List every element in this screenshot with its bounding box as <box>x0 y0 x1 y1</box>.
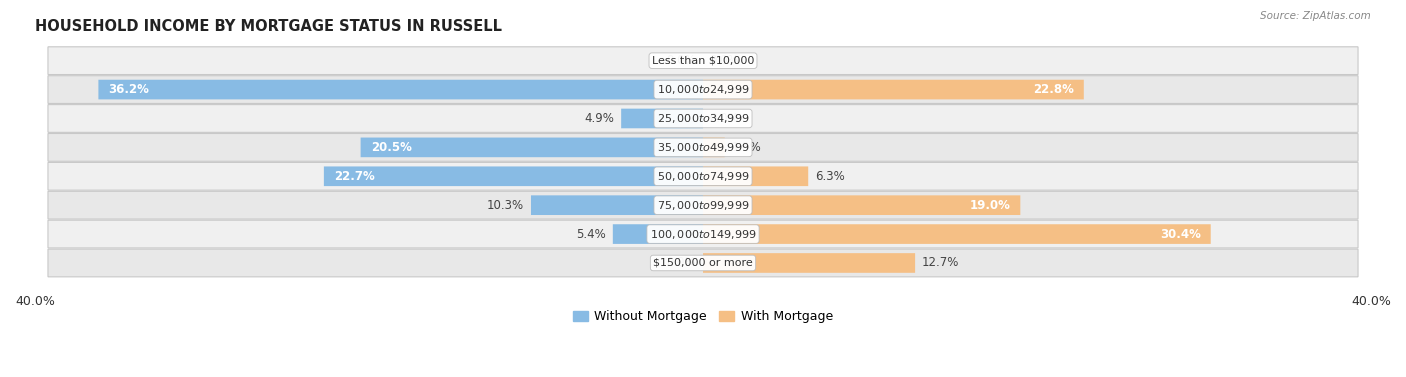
Text: Source: ZipAtlas.com: Source: ZipAtlas.com <box>1260 11 1371 21</box>
Text: 22.7%: 22.7% <box>333 170 374 183</box>
Text: $50,000 to $74,999: $50,000 to $74,999 <box>657 170 749 183</box>
Text: 5.4%: 5.4% <box>576 228 606 241</box>
Text: 0.0%: 0.0% <box>666 256 696 270</box>
Text: 20.5%: 20.5% <box>371 141 412 154</box>
Text: 6.3%: 6.3% <box>815 170 845 183</box>
Text: 10.3%: 10.3% <box>486 199 524 211</box>
Text: 19.0%: 19.0% <box>969 199 1011 211</box>
Text: $10,000 to $24,999: $10,000 to $24,999 <box>657 83 749 96</box>
Text: 1.3%: 1.3% <box>731 141 761 154</box>
Text: 36.2%: 36.2% <box>108 83 149 96</box>
Text: 4.9%: 4.9% <box>585 112 614 125</box>
FancyBboxPatch shape <box>621 109 703 128</box>
Text: $75,000 to $99,999: $75,000 to $99,999 <box>657 199 749 211</box>
Legend: Without Mortgage, With Mortgage: Without Mortgage, With Mortgage <box>568 305 838 328</box>
FancyBboxPatch shape <box>703 138 724 157</box>
FancyBboxPatch shape <box>360 138 703 157</box>
FancyBboxPatch shape <box>48 47 1358 75</box>
Text: 12.7%: 12.7% <box>922 256 959 270</box>
FancyBboxPatch shape <box>703 195 1021 215</box>
Text: HOUSEHOLD INCOME BY MORTGAGE STATUS IN RUSSELL: HOUSEHOLD INCOME BY MORTGAGE STATUS IN R… <box>35 19 502 34</box>
FancyBboxPatch shape <box>48 162 1358 190</box>
Text: 0.0%: 0.0% <box>710 54 740 67</box>
FancyBboxPatch shape <box>98 80 703 100</box>
Text: $35,000 to $49,999: $35,000 to $49,999 <box>657 141 749 154</box>
FancyBboxPatch shape <box>48 249 1358 277</box>
Text: $25,000 to $34,999: $25,000 to $34,999 <box>657 112 749 125</box>
FancyBboxPatch shape <box>48 133 1358 161</box>
FancyBboxPatch shape <box>48 76 1358 103</box>
Text: Less than $10,000: Less than $10,000 <box>652 56 754 66</box>
FancyBboxPatch shape <box>703 253 915 273</box>
FancyBboxPatch shape <box>613 224 703 244</box>
Text: $150,000 or more: $150,000 or more <box>654 258 752 268</box>
Text: 0.0%: 0.0% <box>710 112 740 125</box>
FancyBboxPatch shape <box>48 104 1358 132</box>
Text: 30.4%: 30.4% <box>1160 228 1201 241</box>
FancyBboxPatch shape <box>531 195 703 215</box>
FancyBboxPatch shape <box>703 80 1084 100</box>
FancyBboxPatch shape <box>48 191 1358 219</box>
FancyBboxPatch shape <box>48 220 1358 248</box>
Text: 0.0%: 0.0% <box>666 54 696 67</box>
FancyBboxPatch shape <box>703 167 808 186</box>
FancyBboxPatch shape <box>703 224 1211 244</box>
Text: $100,000 to $149,999: $100,000 to $149,999 <box>650 228 756 241</box>
Text: 22.8%: 22.8% <box>1033 83 1074 96</box>
FancyBboxPatch shape <box>323 167 703 186</box>
